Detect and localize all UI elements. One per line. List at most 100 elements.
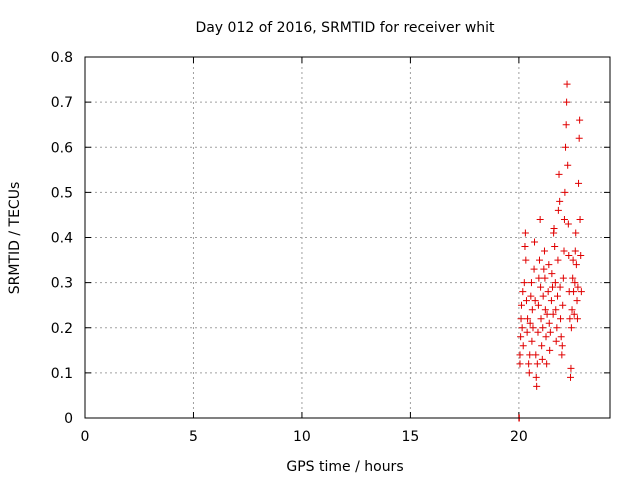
x-axis-label: GPS time / hours bbox=[286, 459, 403, 475]
data-point bbox=[531, 297, 539, 305]
data-point bbox=[552, 337, 560, 345]
data-point bbox=[539, 292, 547, 300]
data-point bbox=[556, 197, 564, 205]
data-point bbox=[569, 274, 577, 282]
data-point bbox=[564, 161, 572, 169]
data-point bbox=[532, 351, 540, 359]
data-point bbox=[572, 261, 580, 269]
data-point bbox=[557, 333, 565, 341]
data-point bbox=[517, 315, 525, 323]
data-point bbox=[530, 265, 538, 273]
data-point bbox=[539, 324, 547, 332]
data-point bbox=[527, 279, 535, 287]
x-tick-label: 5 bbox=[189, 429, 198, 445]
data-point bbox=[570, 310, 578, 318]
y-tick-label: 0.8 bbox=[51, 50, 73, 66]
data-point bbox=[558, 342, 566, 350]
data-point bbox=[520, 279, 528, 287]
data-point bbox=[522, 256, 530, 264]
data-point bbox=[567, 364, 575, 372]
data-point bbox=[554, 256, 562, 264]
data-point bbox=[566, 315, 574, 323]
data-point bbox=[573, 315, 581, 323]
data-point bbox=[545, 319, 553, 327]
data-point bbox=[521, 243, 529, 251]
data-point bbox=[563, 98, 571, 106]
data-point bbox=[562, 121, 570, 129]
data-point bbox=[517, 301, 525, 309]
data-point bbox=[540, 265, 548, 273]
data-point bbox=[525, 360, 533, 368]
data-point bbox=[558, 351, 566, 359]
y-axis-label: SRMTID / TECUs bbox=[7, 182, 23, 295]
data-point bbox=[575, 134, 583, 142]
data-point bbox=[533, 382, 541, 390]
data-point bbox=[551, 279, 559, 287]
data-point bbox=[573, 297, 581, 305]
data-point bbox=[540, 247, 548, 255]
data-point bbox=[549, 283, 557, 291]
data-point bbox=[555, 170, 563, 178]
data-point bbox=[568, 306, 576, 314]
data-point bbox=[565, 252, 573, 260]
data-point bbox=[554, 206, 562, 214]
data-point bbox=[556, 283, 564, 291]
data-point bbox=[516, 351, 524, 359]
data-point bbox=[519, 288, 527, 296]
data-point bbox=[535, 274, 543, 282]
data-point bbox=[544, 288, 552, 296]
x-tick-label: 20 bbox=[510, 429, 528, 445]
data-point bbox=[535, 256, 543, 264]
data-point bbox=[536, 215, 544, 223]
data-point bbox=[534, 328, 542, 336]
data-point bbox=[525, 369, 533, 377]
data-point bbox=[526, 351, 534, 359]
data-point bbox=[532, 373, 540, 381]
data-point bbox=[546, 328, 554, 336]
data-point bbox=[518, 324, 526, 332]
data-point bbox=[516, 360, 524, 368]
ticks: 0 5 10 15 20 0 0.1 0.2 0.3 0.4 0.5 0.6 0.7 0.8 bbox=[51, 50, 610, 445]
data-point bbox=[549, 310, 557, 318]
data-point bbox=[553, 324, 561, 332]
data-point bbox=[577, 288, 585, 296]
y-tick-label: 0.6 bbox=[51, 140, 73, 156]
data-point bbox=[526, 319, 534, 327]
y-tick-label: 0.1 bbox=[51, 366, 73, 382]
data-point bbox=[563, 80, 571, 88]
data-point bbox=[559, 301, 567, 309]
data-point bbox=[570, 288, 578, 296]
data-point bbox=[557, 315, 565, 323]
data-point bbox=[560, 247, 568, 255]
plot-frame bbox=[84, 56, 611, 419]
data-point bbox=[571, 247, 579, 255]
data-point bbox=[534, 301, 542, 309]
data-point bbox=[519, 342, 527, 350]
data-point bbox=[569, 256, 577, 264]
data-point bbox=[538, 355, 546, 363]
x-tick-label: 10 bbox=[293, 429, 311, 445]
data-point bbox=[528, 337, 536, 345]
data-point bbox=[551, 243, 559, 251]
data-point bbox=[564, 220, 572, 228]
y-tick-label: 0 bbox=[64, 411, 73, 427]
y-tick-label: 0.3 bbox=[51, 276, 73, 292]
data-point bbox=[533, 360, 541, 368]
data-point bbox=[554, 292, 561, 300]
grid bbox=[85, 57, 610, 418]
data-point bbox=[537, 315, 545, 323]
data-point bbox=[545, 261, 553, 269]
data-point bbox=[546, 346, 554, 354]
data-point bbox=[529, 324, 537, 332]
data-point bbox=[543, 360, 551, 368]
data-point bbox=[576, 215, 584, 223]
data-point bbox=[522, 297, 530, 305]
chart-title: Day 012 of 2016, SRMTID for receiver whi… bbox=[195, 20, 495, 36]
data-point bbox=[537, 283, 545, 291]
y-tick-label: 0.5 bbox=[51, 185, 73, 201]
data-point bbox=[543, 310, 551, 318]
data-point bbox=[576, 116, 584, 124]
y-tick-label: 0.4 bbox=[51, 231, 73, 247]
data-points bbox=[515, 80, 585, 422]
